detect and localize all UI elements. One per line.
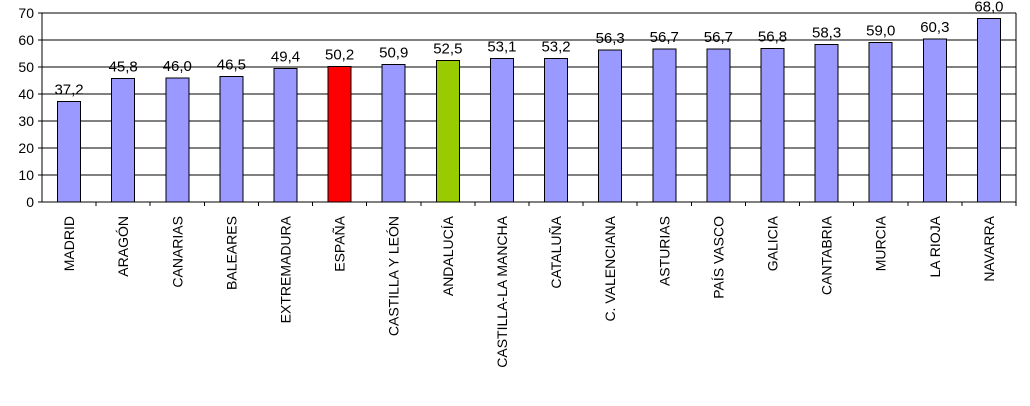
category-label: C. VALENCIANA [602, 215, 618, 321]
bar-catalu-a [544, 57, 569, 203]
data-label: 59,0 [866, 23, 895, 40]
data-label: 46,0 [163, 58, 192, 75]
category-label: MADRID [61, 216, 77, 271]
bar-extremadura [273, 68, 298, 203]
category-label: ARAGÓN [115, 216, 131, 277]
bar-espa-a [327, 65, 352, 203]
category-label: ANDALUCÍA [440, 215, 456, 296]
data-label: 53,1 [487, 39, 516, 56]
data-label: 58,3 [812, 25, 841, 42]
data-label: 50,2 [325, 46, 354, 63]
bars [57, 17, 1001, 203]
bar-murcia [868, 42, 893, 203]
data-label: 37,2 [54, 82, 83, 99]
data-label: 56,8 [758, 29, 787, 46]
category-label: CASTILLA-LA MANCHA [494, 215, 510, 367]
data-label: 56,3 [596, 30, 625, 47]
bar-pa-s-vasco [706, 48, 731, 203]
y-tick-label: 20 [18, 140, 34, 156]
data-label: 46,5 [217, 56, 246, 73]
bar-canarias [165, 77, 190, 203]
category-label: MURCIA [873, 215, 889, 271]
category-label: CASTILLA Y LEÓN [386, 216, 402, 336]
bar-castilla-la-mancha [489, 58, 514, 203]
category-labels: MADRID ARAGÓN CANARIAS BALEARES EXTREMADURA E… [61, 215, 997, 367]
y-tick-label: 10 [18, 167, 34, 183]
data-label: 53,2 [541, 38, 570, 55]
bar-andaluc-a [435, 59, 460, 203]
data-labels: 37,2 45,8 46,0 46,5 49,4 50,2 50,9 52,5 53,1 53,2… [54, 0, 1003, 99]
y-tick-label: 40 [18, 86, 34, 102]
bar-asturias [652, 48, 677, 203]
y-tick-label: 70 [18, 5, 34, 21]
category-label: CANTABRIA [819, 215, 835, 295]
category-label: BALEARES [223, 216, 239, 290]
bar-galicia [760, 48, 785, 203]
y-tick-label: 0 [26, 194, 34, 210]
category-label: CANARIAS [169, 216, 185, 288]
y-tick-label: 50 [18, 59, 34, 75]
category-label: ASTURIAS [656, 216, 672, 286]
bar-cantabria [814, 44, 839, 203]
data-label: 50,9 [379, 45, 408, 62]
bar-c-valenciana [598, 49, 623, 203]
y-tick-labels: 0 10 20 30 40 50 60 70 [18, 5, 34, 210]
data-label: 45,8 [109, 58, 138, 75]
y-tick-label: 60 [18, 32, 34, 48]
bar-navarra [976, 17, 1001, 203]
y-tick-label: 30 [18, 113, 34, 129]
grid-lines [42, 12, 1016, 176]
data-label: 68,0 [974, 0, 1003, 15]
category-label: LA RIOJA [927, 215, 943, 277]
bar-la-rioja [922, 38, 947, 203]
bar-arag-n [111, 77, 136, 203]
data-label: 56,7 [650, 29, 679, 46]
category-label: NAVARRA [981, 215, 997, 281]
category-label: CATALUÑA [548, 215, 564, 288]
category-label: EXTREMADURA [278, 215, 294, 323]
data-label: 56,7 [704, 29, 733, 46]
data-label: 49,4 [271, 49, 300, 66]
data-label: 60,3 [920, 19, 949, 36]
category-label: PAÍS VASCO [710, 216, 726, 299]
bar-baleares [219, 75, 244, 203]
bar-madrid [57, 101, 82, 203]
category-label: ESPAÑA [332, 215, 348, 271]
data-label: 52,5 [433, 40, 462, 57]
bar-castilla-y-le-n [381, 64, 406, 203]
axes [38, 12, 1017, 206]
category-label: GALICIA [765, 215, 781, 271]
